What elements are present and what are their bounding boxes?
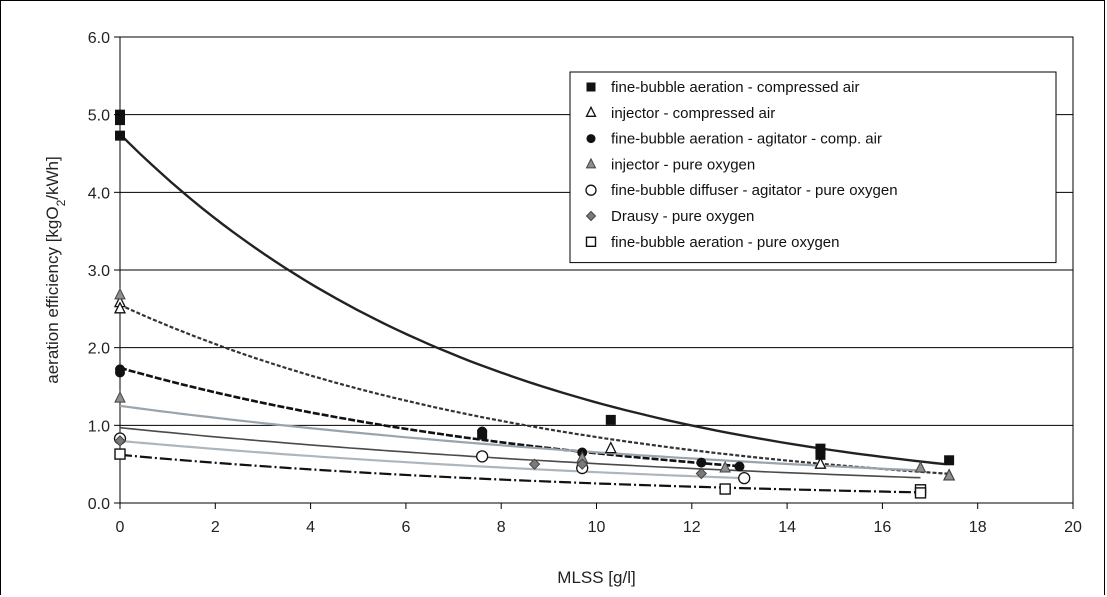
x-tick-label: 0 [116, 519, 125, 536]
data-point [719, 460, 731, 473]
x-tick-label: 4 [306, 519, 315, 536]
x-axis-ticks: 0 2 4 6 8 10 12 14 16 18 20 [116, 503, 1082, 536]
y-tick-label: 6.0 [88, 30, 110, 47]
data-point [576, 458, 588, 470]
data-point [815, 443, 826, 454]
data-point [604, 441, 617, 454]
data-point [115, 115, 125, 126]
data-point [477, 426, 488, 437]
data-point [585, 184, 597, 196]
trend-line [119, 303, 950, 475]
data-point [113, 301, 127, 314]
data-point [719, 483, 731, 495]
data-point [914, 460, 927, 473]
data-point [114, 435, 126, 447]
legend-item: fine-bubble aeration - agitator - comp. … [586, 131, 882, 148]
x-tick-label: 2 [211, 519, 220, 536]
x-tick-label: 20 [1064, 519, 1082, 536]
legend: fine-bubble aeration - compressed air inj… [569, 71, 1057, 264]
trend-line [119, 366, 745, 468]
y-tick-label: 3.0 [88, 263, 110, 280]
legend-label: injector - pure oxygen [611, 156, 755, 173]
data-point [585, 105, 597, 117]
data-point [114, 287, 126, 300]
trend-line [119, 439, 740, 480]
data-point [605, 414, 616, 425]
trend-line [119, 133, 945, 466]
data-point [475, 450, 489, 463]
legend-item: Drausy - pure oxygen [585, 208, 754, 225]
x-tick-label: 14 [778, 519, 796, 536]
data-point [586, 82, 596, 92]
legend-label: fine-bubble aeration - agitator - comp. … [611, 131, 882, 148]
data-point [528, 458, 541, 470]
data-point [738, 471, 751, 485]
x-tick-label: 18 [969, 519, 987, 536]
trend-line [119, 426, 921, 479]
x-axis-label: MLSS [g/l] [557, 568, 635, 587]
data-point [815, 449, 826, 460]
data-point [914, 487, 927, 499]
trend-line [119, 404, 921, 472]
legend-item: fine-bubble diffuser - agitator - pure o… [585, 182, 898, 199]
y-tick-label: 2.0 [88, 341, 110, 358]
trend-lines [119, 133, 950, 494]
legend-box [569, 71, 1057, 264]
y-axis-label: aeration efficiency [kgO2/kWh] [43, 156, 68, 383]
data-point [585, 236, 597, 248]
data-point [586, 134, 596, 144]
data-point [943, 468, 955, 481]
legend-label: fine-bubble aeration - compressed air [611, 79, 859, 96]
y-tick-label: 1.0 [88, 418, 110, 435]
data-point [944, 455, 955, 466]
data-point [814, 456, 827, 469]
data-point [115, 367, 125, 378]
y-axis-ticks: 0.0 1.0 2.0 3.0 4.0 5.0 6.0 [88, 30, 120, 513]
x-tick-label: 6 [401, 519, 410, 536]
data-point [115, 130, 125, 141]
legend-label: fine-bubble diffuser - agitator - pure o… [611, 182, 898, 199]
trend-line [119, 453, 921, 494]
legend-item: fine-bubble aeration - pure oxygen [585, 234, 840, 251]
x-tick-label: 8 [497, 519, 506, 536]
data-point [585, 157, 597, 169]
legend-label: injector - compressed air [611, 105, 775, 122]
data-point [695, 467, 708, 480]
x-tick-label: 16 [874, 519, 892, 536]
x-tick-label: 12 [683, 519, 701, 536]
data-point [585, 210, 597, 222]
data-points [113, 109, 956, 499]
y-tick-label: 5.0 [88, 108, 110, 125]
legend-item: fine-bubble aeration - compressed air [586, 79, 859, 96]
y-tick-label: 4.0 [88, 185, 110, 202]
y-tick-label: 0.0 [88, 496, 110, 513]
legend-label: fine-bubble aeration - pure oxygen [611, 234, 840, 251]
legend-item: injector - pure oxygen [585, 156, 755, 173]
legend-item: injector - compressed air [585, 105, 775, 122]
x-tick-label: 10 [588, 519, 606, 536]
data-point [114, 391, 126, 403]
data-point [114, 448, 126, 460]
data-point [734, 461, 745, 472]
legend-label: Drausy - pure oxygen [611, 208, 754, 225]
data-point [696, 457, 707, 468]
